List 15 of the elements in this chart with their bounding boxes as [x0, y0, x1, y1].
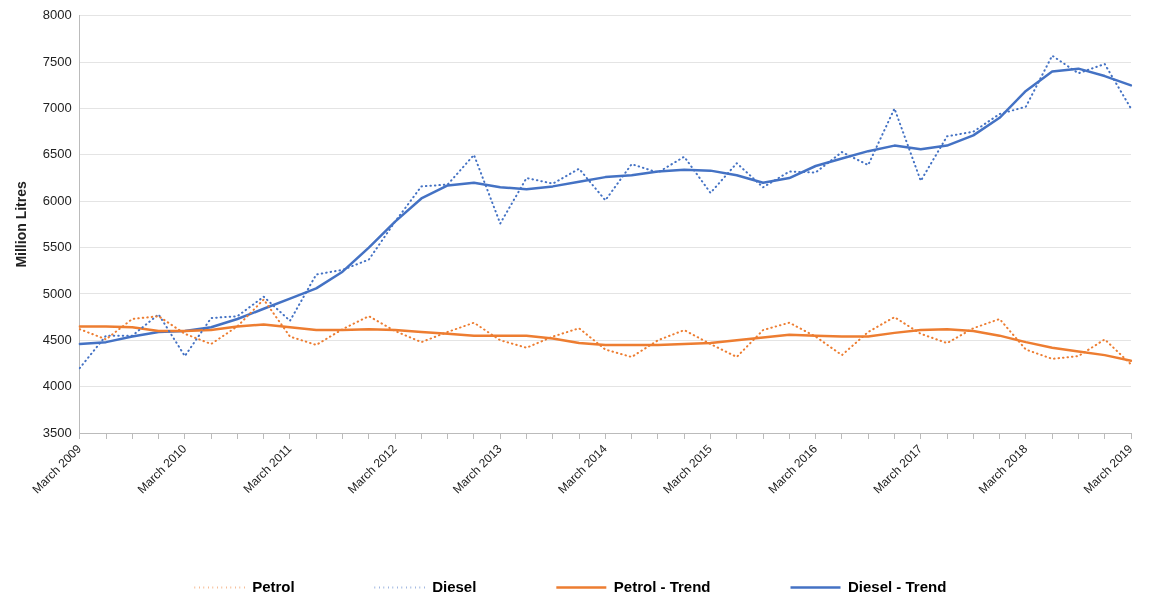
y-tick-label: 7500 — [42, 53, 72, 69]
y-tick-label: 8000 — [42, 7, 72, 23]
legend-label: Petrol - Trend — [613, 577, 711, 595]
y-tick-label: 7000 — [42, 100, 72, 116]
y-tick-label: 5500 — [42, 239, 72, 255]
y-axis-title: Million Litres — [13, 181, 30, 268]
legend-label: Diesel — [432, 577, 477, 595]
legend-label: Petrol — [252, 577, 295, 595]
y-tick-label: 6500 — [42, 146, 72, 162]
y-tick-label: 6000 — [42, 192, 72, 208]
y-tick-label: 3500 — [42, 424, 72, 440]
legend-label: Diesel - Trend — [848, 577, 947, 595]
y-tick-label: 5000 — [42, 285, 72, 301]
y-tick-label: 4000 — [42, 378, 72, 394]
y-tick-label: 4500 — [42, 331, 72, 347]
